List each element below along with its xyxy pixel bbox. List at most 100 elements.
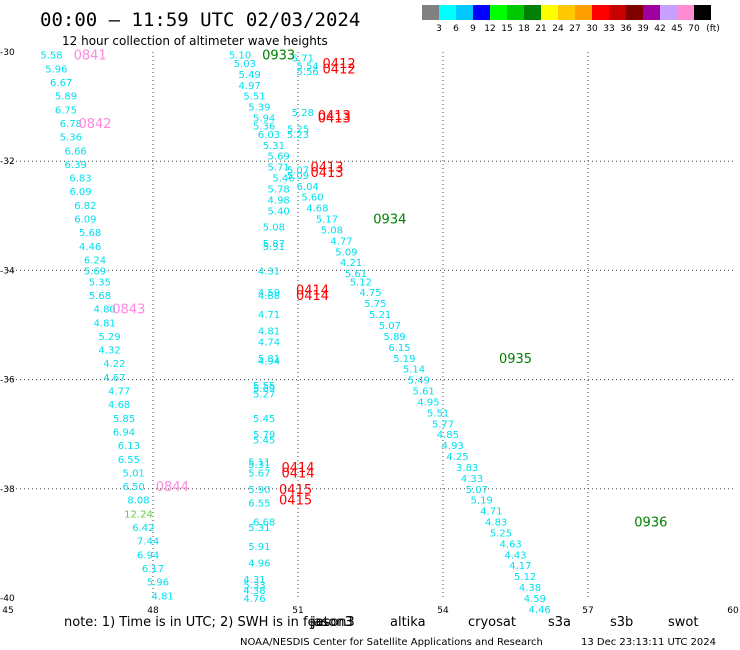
swh-value: 5.25 [287, 124, 309, 135]
x-tick-label: 60 [727, 606, 739, 616]
pass-time-label: 0844 [156, 480, 189, 495]
y-tick-label: -40 [0, 594, 15, 604]
swh-value: 4.71 [480, 507, 502, 518]
swh-value: 4.74 [258, 337, 280, 348]
y-tick-label: -38 [0, 485, 15, 495]
swh-value: 4.81 [152, 591, 174, 602]
swh-value: 5.87 [263, 239, 285, 250]
color-swatch [456, 5, 473, 20]
color-swatch [575, 5, 592, 20]
swh-value: 4.93 [442, 441, 464, 452]
pass-time-label: 0413 [310, 161, 343, 176]
chart-subtitle: 12 hour collection of altimeter wave hei… [62, 34, 328, 48]
color-scale-label: 36 [620, 24, 632, 34]
swh-value: 6.13 [118, 441, 140, 452]
legend-item: jason3 [309, 615, 353, 630]
color-scale-label: 70 [688, 24, 700, 34]
swh-value: 5.94 [253, 114, 275, 125]
swh-value: 5.40 [268, 206, 290, 217]
swh-value: 4.77 [330, 236, 352, 247]
swh-value: 5.71 [268, 163, 290, 174]
swh-value: 4.94 [258, 356, 280, 367]
swh-value: 5.81 [258, 354, 280, 365]
color-scale-label: 30 [586, 24, 598, 34]
swh-value: 5.25 [490, 528, 512, 539]
swh-value: 5.51 [427, 408, 449, 419]
grid-lines [8, 52, 733, 598]
swh-value: 5.61 [413, 387, 435, 398]
swh-value: 5.12 [514, 572, 536, 583]
swh-value: 5.31 [248, 523, 270, 534]
y-tick-label: -36 [0, 376, 15, 386]
color-swatch [541, 5, 558, 20]
pass-time-label: 0414 [281, 466, 314, 481]
swh-value: 5.75 [364, 299, 386, 310]
pass-time-labels: 0841 0842 0843 0844 0933 0934 0935 0936 04120412… [74, 49, 668, 531]
color-scale-unit: (ft) [706, 24, 720, 34]
swh-value: 5.46 [272, 174, 294, 185]
color-scale-label: 9 [470, 24, 476, 34]
y-tick-label: -34 [0, 266, 15, 276]
color-scale-label: 18 [518, 24, 530, 34]
swh-value: 4.95 [417, 397, 439, 408]
legend-item: cryosat [468, 615, 516, 630]
swh-value: 5.91 [248, 542, 270, 553]
color-swatch [422, 5, 439, 20]
swh-value: 5.49 [239, 70, 261, 81]
swh-value: 12.24 [124, 509, 153, 520]
legend-item: swot [668, 615, 698, 630]
swh-value: 5.08 [321, 225, 343, 236]
swh-value: 4.77 [108, 387, 130, 398]
swh-value: 5.27 [253, 389, 275, 400]
pass-time-label: 0412 [323, 57, 356, 72]
y-tick-label: -30 [0, 48, 15, 58]
swh-value: 4.71 [258, 310, 280, 321]
color-scale-label: 15 [501, 24, 512, 34]
pass-time-label: 0841 [74, 49, 107, 64]
swh-value: 5.77 [432, 419, 454, 430]
color-scale-label: 39 [637, 24, 649, 34]
swh-value: 6.75 [55, 105, 77, 116]
swh-value: 4.32 [98, 346, 120, 357]
swh-value: 5.79 [253, 430, 275, 441]
swh-value: 4.31 [243, 575, 265, 586]
swh-value: 5.31 [263, 141, 285, 152]
swh-value: 5.45 [253, 414, 275, 425]
swh-value: 4.38 [519, 583, 541, 594]
swh-value: 5.89 [384, 332, 406, 343]
swh-value: 4.31 [258, 266, 280, 277]
swh-value: 6.15 [388, 343, 410, 354]
swh-value: 4.81 [258, 326, 280, 337]
color-swatch [643, 5, 660, 20]
swh-value: 5.09 [287, 171, 309, 182]
color-scale-label: 27 [569, 24, 580, 34]
swh-value: 5.10 [229, 51, 251, 62]
color-scale-label: 3 [436, 24, 442, 34]
swh-value: 4.81 [94, 318, 116, 329]
chart-title: 00:00 – 11:59 UTC 02/03/2024 [40, 9, 360, 31]
x-tick-label: 45 [2, 606, 13, 616]
swh-value: 5.61 [345, 269, 367, 280]
swh-value: 5.78 [268, 185, 290, 196]
swh-value: 5.96 [147, 578, 169, 589]
swh-value: 4.67 [103, 373, 125, 384]
swh-value: 5.69 [253, 384, 275, 395]
swh-value: 5.28 [292, 108, 314, 119]
color-scale-label: 12 [484, 24, 495, 34]
x-tick-label: 57 [582, 606, 593, 616]
swh-value: 5.07 [466, 485, 488, 496]
color-swatch [558, 5, 575, 20]
swh-value: 4.97 [239, 81, 261, 92]
pass-time-label: 0412 [323, 62, 356, 77]
pass-time-label: 0414 [281, 461, 314, 476]
color-swatch [677, 5, 694, 20]
swh-value: 5.09 [335, 247, 357, 258]
swh-value: 6.39 [65, 160, 87, 171]
pass-time-label: 0413 [318, 112, 351, 127]
swh-value: 5.68 [79, 228, 101, 239]
swh-value: 5.58 [40, 51, 62, 62]
swh-value: 4.38 [243, 586, 265, 597]
swh-value: 4.83 [485, 518, 507, 529]
swh-value: 6.66 [65, 146, 87, 157]
swh-value: 5.19 [471, 496, 493, 507]
